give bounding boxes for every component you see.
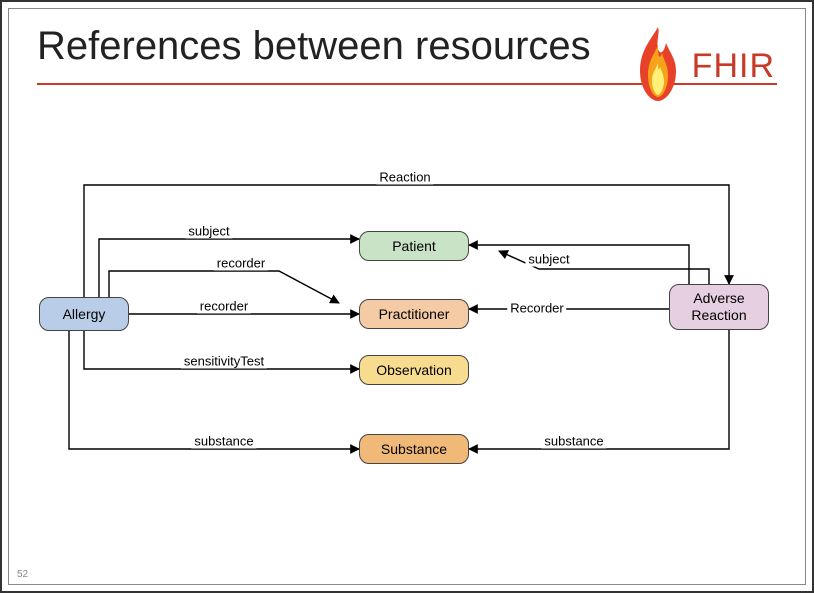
edge-5 — [69, 331, 359, 449]
node-adverse: Adverse Reaction — [669, 284, 769, 330]
edge-8 — [469, 330, 729, 449]
edge-label-0: Reaction — [376, 170, 433, 185]
slide-inner: References between resources FHIR — [8, 8, 806, 585]
edge-label-1: subject — [185, 224, 232, 239]
node-substance: Substance — [359, 434, 469, 464]
edge-label-4: sensitivityTest — [181, 354, 267, 369]
edge-label-3: recorder — [197, 299, 251, 314]
node-practitioner: Practitioner — [359, 299, 469, 329]
node-allergy: Allergy — [39, 297, 129, 331]
edge-label-7: Recorder — [507, 301, 566, 316]
node-observation: Observation — [359, 355, 469, 385]
node-patient: Patient — [359, 231, 469, 261]
edge-label-6: subject — [525, 252, 572, 267]
flame-icon — [630, 23, 686, 110]
edge-9 — [469, 245, 689, 284]
reference-diagram: Allergy Patient Practitioner Observation Sub… — [29, 159, 785, 554]
brand-text: FHIR — [692, 47, 775, 86]
brand: FHIR — [630, 23, 775, 110]
page-number: 52 — [17, 569, 28, 580]
edge-label-5: substance — [191, 434, 256, 449]
edge-label-8: substance — [541, 434, 606, 449]
edge-label-2: recorder — [214, 256, 268, 271]
slide-frame: References between resources FHIR — [0, 0, 814, 593]
